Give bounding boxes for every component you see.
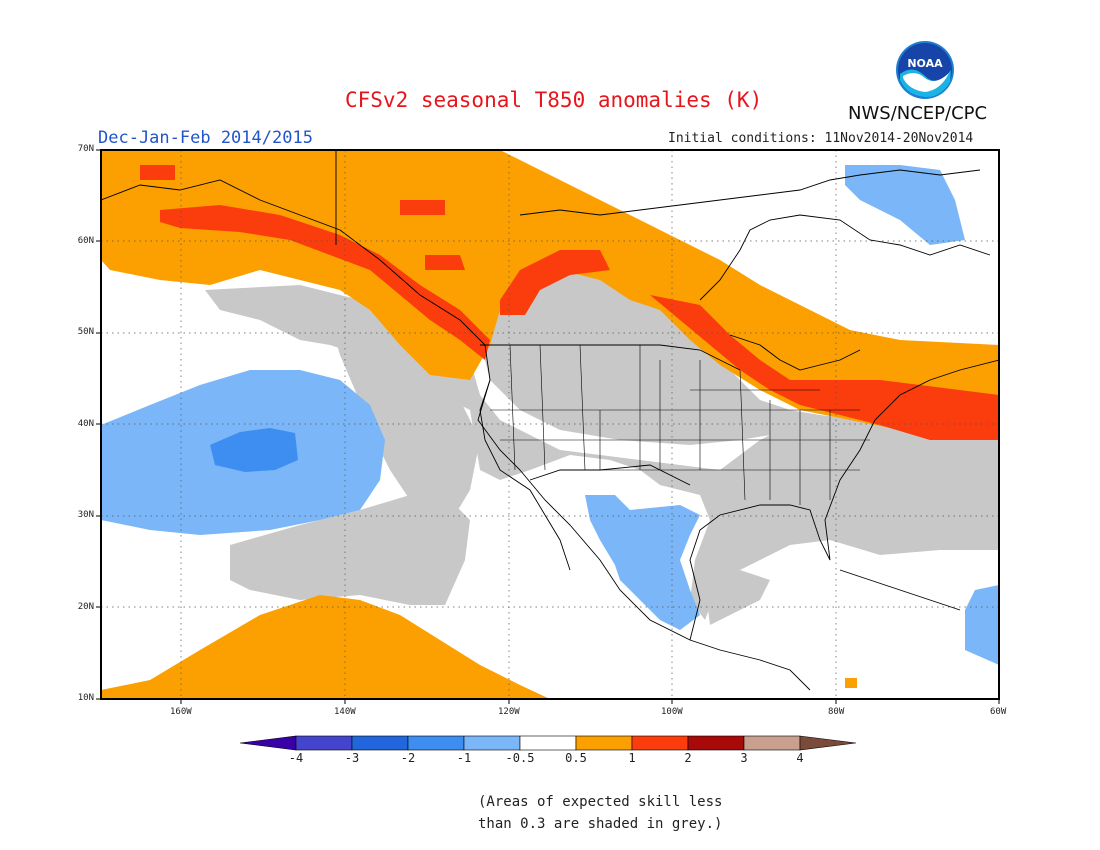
colorbar-segment (295, 735, 353, 751)
colorbar-segment (407, 735, 465, 751)
lat-label-30n: 30N (77, 510, 94, 520)
lat-label-20n: 20N (77, 602, 94, 612)
footnote-line-2: than 0.3 are shaded in grey.) (478, 816, 723, 832)
lat-label-60n: 60N (77, 236, 94, 246)
colorbar-label: -4 (288, 751, 304, 765)
colorbar-label: -1 (456, 751, 472, 765)
lon-label-140w: 140W (334, 707, 356, 717)
lat-lon-grid (101, 150, 999, 699)
colorbar-label: -0.5 (505, 751, 535, 765)
colorbar-segment (575, 735, 633, 751)
colorbar-label: -3 (344, 751, 360, 765)
svg-text:NOAA: NOAA (907, 57, 943, 70)
agency-label: NWS/NCEP/CPC (848, 103, 988, 124)
axis-ticks (96, 149, 1000, 704)
initial-conditions: Initial conditions: 11Nov2014-20Nov2014 (668, 131, 974, 146)
footnote: (Areas of expected skill less than 0.3 a… (478, 791, 722, 835)
colorbar-label: 1 (628, 751, 636, 765)
lon-label-60w: 60W (990, 707, 1007, 717)
colorbar-label: -2 (400, 751, 416, 765)
footnote-line-1: (Areas of expected skill less (478, 794, 723, 810)
lat-label-50n: 50N (77, 327, 94, 337)
lon-label-100w: 100W (661, 707, 683, 717)
warm-anomaly-regions (101, 150, 999, 699)
lon-label-120w: 120W (498, 707, 520, 717)
colorbar-segment (239, 735, 297, 751)
colorbar (239, 735, 857, 751)
lat-label-70n: 70N (77, 144, 94, 154)
colorbar-segment (743, 735, 801, 751)
colorbar-label: 4 (796, 751, 804, 765)
colorbar-segment (687, 735, 745, 751)
colorbar-label: 0.5 (565, 751, 587, 765)
lon-label-80w: 80W (828, 707, 845, 717)
forecast-period: Dec-Jan-Feb 2014/2015 (98, 128, 313, 148)
colorbar-segment (463, 735, 521, 751)
colorbar-segment (519, 735, 577, 751)
colorbar-label: 3 (740, 751, 748, 765)
lat-label-10n: 10N (77, 693, 94, 703)
lon-label-160w: 160W (170, 707, 192, 717)
colorbar-segment (799, 735, 857, 751)
state-boundaries (490, 344, 870, 505)
noaa-logo-icon: NOAA (896, 41, 954, 99)
colorbar-segment (351, 735, 409, 751)
colorbar-segment (631, 735, 689, 751)
lat-label-40n: 40N (77, 419, 94, 429)
cold-anomaly-regions (101, 165, 999, 665)
colorbar-label: 2 (684, 751, 692, 765)
map-title: CFSv2 seasonal T850 anomalies (K) (345, 88, 763, 112)
low-skill-grey-regions (205, 270, 999, 625)
